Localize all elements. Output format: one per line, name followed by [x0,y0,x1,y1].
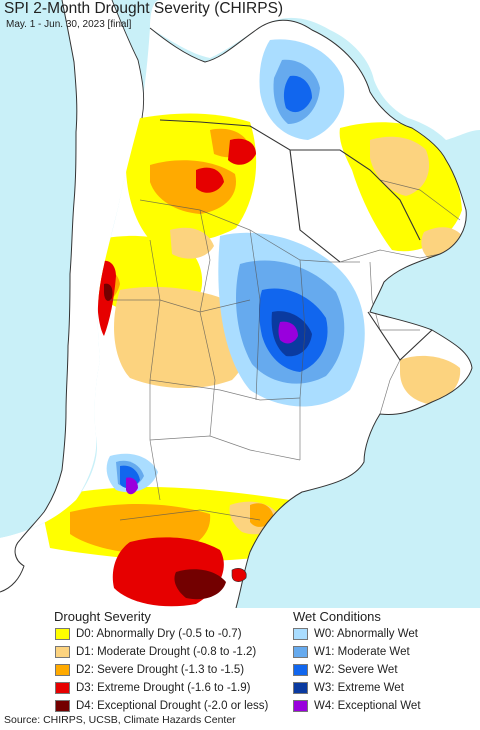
legend-item-w0: W0: Abnormally Wet [293,626,418,642]
legend-swatch [55,646,70,658]
legend-label: D4: Exceptional Drought (-2.0 or less) [76,700,269,712]
legend-label: D1: Moderate Drought (-0.8 to -1.2) [76,646,257,658]
legend-item-d4: D4: Exceptional Drought (-2.0 or less) [55,698,268,714]
legend-label: D2: Severe Drought (-1.3 to -1.5) [76,664,245,676]
legend-item-w3: W3: Extreme Wet [293,680,404,696]
drought-legend-heading: Drought Severity [54,609,151,624]
legend-label: W0: Abnormally Wet [314,628,418,640]
legend-label: D0: Abnormally Dry (-0.5 to -0.7) [76,628,242,640]
drought-map [0,0,480,608]
legend-item-w1: W1: Moderate Wet [293,644,410,660]
legend-item-d1: D1: Moderate Drought (-0.8 to -1.2) [55,644,256,660]
legend-label: D3: Extreme Drought (-1.6 to -1.9) [76,682,251,694]
wet-legend-heading: Wet Conditions [293,609,381,624]
legend-label: W4: Exceptional Wet [314,700,421,712]
bolivia-north-land [150,0,480,140]
source-note: Source: CHIRPS, UCSB, Climate Hazards Ce… [4,714,236,726]
legend-swatch [55,664,70,676]
legend-swatch [55,682,70,694]
legend-swatch [293,646,308,658]
legend-item-d3: D3: Extreme Drought (-1.6 to -1.9) [55,680,250,696]
legend-swatch [293,700,308,712]
legend-swatch [55,700,70,712]
chile-land [0,0,144,608]
legend-label: W2: Severe Wet [314,664,398,676]
legend-label: W1: Moderate Wet [314,646,410,658]
legend-item-w4: W4: Exceptional Wet [293,698,421,714]
legend-swatch [293,682,308,694]
legend-item-d2: D2: Severe Drought (-1.3 to -1.5) [55,662,244,678]
map-title: SPI 2-Month Drought Severity (CHIRPS) [4,0,284,17]
map-subtitle: May. 1 - Jun. 30, 2023 [final] [6,19,132,30]
legend-item-d0: D0: Abnormally Dry (-0.5 to -0.7) [55,626,242,642]
legend: Drought Severity Wet Conditions D0: Abno… [0,608,480,713]
legend-swatch [293,628,308,640]
legend-swatch [293,664,308,676]
legend-item-w2: W2: Severe Wet [293,662,398,678]
legend-swatch [55,628,70,640]
legend-label: W3: Extreme Wet [314,682,404,694]
